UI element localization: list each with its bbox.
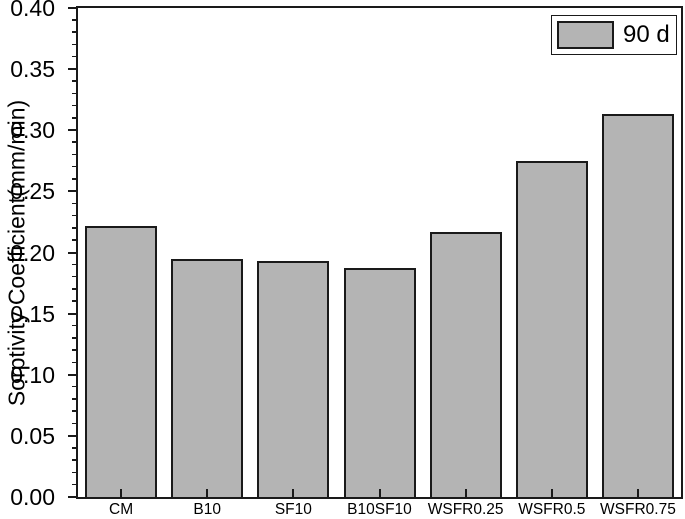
x-tick-label: CM	[109, 501, 134, 518]
x-major-tick	[636, 489, 639, 497]
bar-wsfr0.25	[429, 231, 502, 497]
bar-sf10	[257, 261, 330, 497]
x-major-tick	[378, 489, 381, 497]
y-minor-tick	[72, 300, 76, 302]
y-minor-tick	[72, 141, 76, 143]
y-major-tick	[68, 496, 76, 498]
y-minor-tick	[72, 239, 76, 241]
x-tick-label: B10	[193, 501, 221, 518]
legend-swatch-icon	[557, 21, 614, 49]
x-tick-label: WSFR0.25	[427, 501, 504, 518]
x-tick-label: B10SF10	[347, 501, 412, 518]
y-major-tick	[68, 434, 76, 437]
y-minor-tick	[72, 385, 76, 388]
bar-b10sf10	[343, 268, 416, 497]
y-minor-tick	[72, 471, 76, 474]
y-minor-tick	[72, 422, 76, 425]
y-minor-tick	[72, 288, 76, 290]
y-tick-label: 0.20	[10, 239, 55, 266]
y-tick-label: 0.40	[10, 0, 55, 21]
y-minor-tick	[72, 165, 76, 168]
x-major-tick	[550, 489, 553, 497]
bar-b10	[171, 258, 244, 497]
y-minor-tick	[72, 410, 76, 412]
y-minor-tick	[72, 31, 76, 33]
y-minor-tick	[72, 324, 76, 327]
y-minor-tick	[72, 153, 76, 156]
x-tick-label: WSFR0.5	[518, 501, 586, 518]
y-minor-tick	[72, 92, 76, 95]
y-minor-tick	[72, 349, 76, 351]
bar-wsfr0.75	[601, 114, 674, 497]
bar-cm	[85, 225, 158, 497]
y-minor-tick	[72, 43, 76, 46]
y-tick-label: 0.10	[10, 361, 55, 388]
x-tick-label: WSFR0.75	[600, 501, 676, 518]
y-minor-tick	[72, 117, 76, 119]
y-minor-tick	[72, 447, 76, 449]
x-major-tick	[292, 489, 295, 497]
y-minor-tick	[72, 459, 76, 461]
y-major-tick	[68, 129, 76, 132]
y-major-tick	[68, 312, 76, 315]
y-minor-tick	[72, 337, 76, 339]
y-minor-tick	[72, 398, 76, 400]
y-minor-tick	[72, 275, 76, 278]
y-major-tick	[68, 7, 76, 9]
y-minor-tick	[72, 178, 76, 180]
y-minor-tick	[72, 361, 76, 364]
y-tick-label: 0.05	[10, 422, 55, 449]
y-tick-label: 0.35	[10, 56, 55, 83]
y-major-tick	[68, 251, 76, 254]
bar-wsfr0.5	[515, 160, 588, 497]
y-tick-label: 0.30	[10, 117, 55, 144]
y-minor-tick	[72, 227, 76, 229]
x-major-tick	[120, 489, 123, 497]
y-major-tick	[68, 190, 76, 193]
y-minor-tick	[72, 104, 76, 107]
x-tick-label: SF10	[274, 501, 312, 518]
x-major-tick	[464, 489, 467, 497]
y-tick-label: 0.15	[10, 300, 55, 327]
y-minor-tick	[72, 202, 76, 205]
y-major-tick	[68, 68, 76, 71]
plot-area	[76, 6, 683, 499]
y-minor-tick	[72, 214, 76, 217]
y-minor-tick	[72, 19, 76, 21]
y-tick-label: 0.00	[10, 484, 55, 510]
legend-label: 90 d	[623, 21, 670, 48]
y-minor-tick	[72, 55, 76, 58]
y-minor-tick	[72, 80, 76, 82]
y-major-tick	[68, 373, 76, 376]
x-major-tick	[206, 489, 209, 497]
legend: 90 d	[551, 15, 677, 55]
y-minor-tick	[72, 483, 76, 486]
y-tick-label: 0.25	[10, 178, 55, 205]
y-minor-tick	[72, 263, 76, 266]
